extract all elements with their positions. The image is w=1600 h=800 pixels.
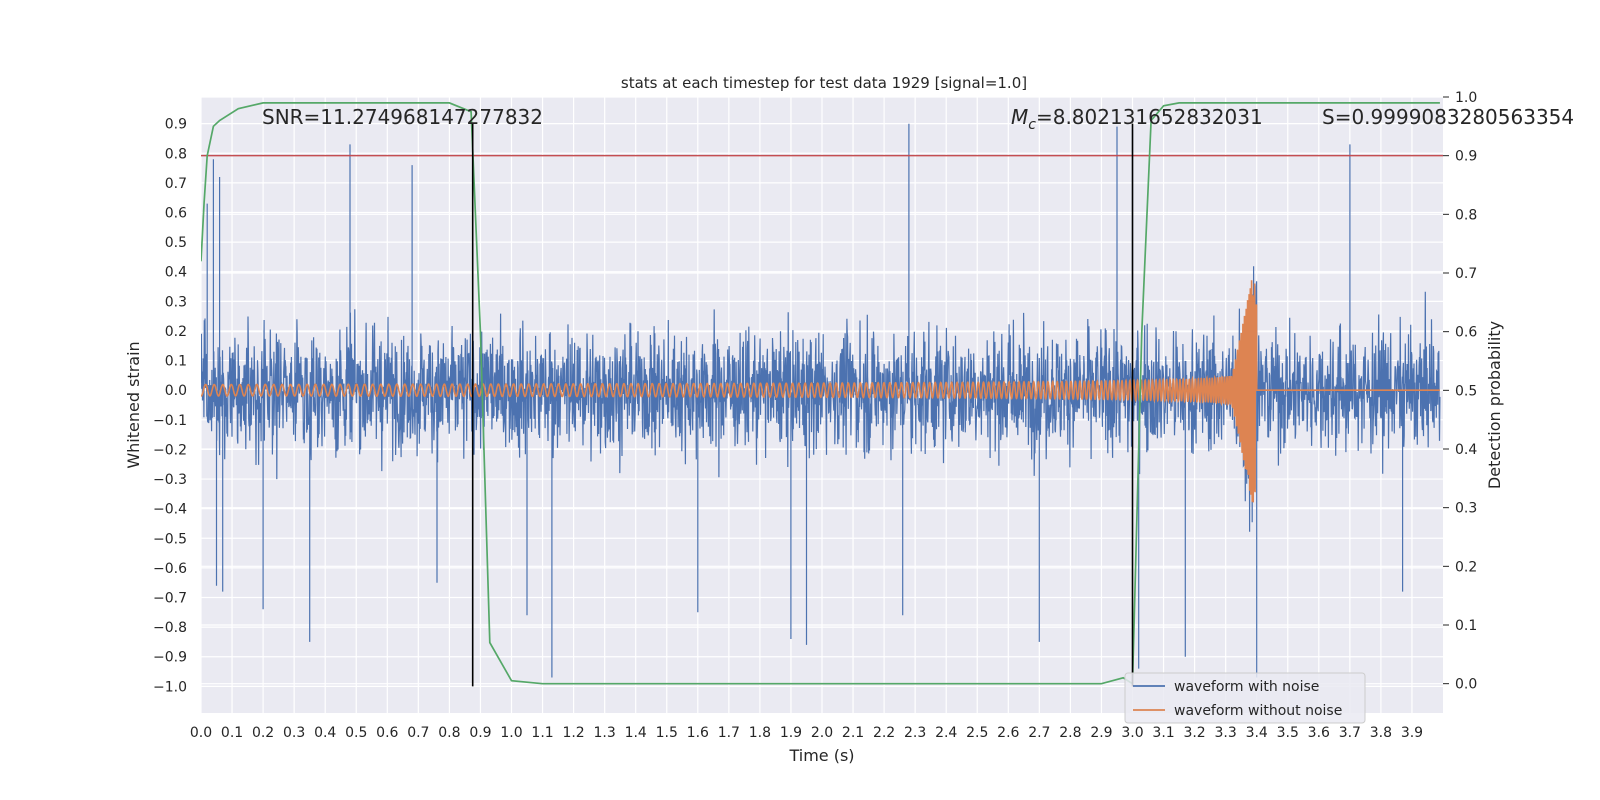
x-tick-label: 1.6 — [687, 725, 709, 741]
x-tick-label: 3.0 — [1121, 725, 1143, 741]
x-tick-label: 2.6 — [997, 725, 1019, 741]
y-tick-label: −0.1 — [153, 413, 187, 429]
x-tick-label: 3.6 — [1308, 725, 1330, 741]
y-tick-label: −0.8 — [153, 620, 187, 636]
y-tick-labels-left: 0.9 0.8 0.7 0.6 0.5 0.4 0.3 0.2 0.1 0.0 −0.1 −0.2 −0… — [153, 117, 187, 696]
chart-title: stats at each timestep for test data 192… — [621, 74, 1027, 92]
x-tick-label: 1.9 — [780, 725, 802, 741]
x-tick-label: 3.5 — [1277, 725, 1299, 741]
series-waveform-without-noise — [201, 280, 1440, 503]
y-tick-label: 0.8 — [165, 146, 187, 162]
x-tick-label: 1.1 — [531, 725, 553, 741]
x-tick-label: 2.5 — [966, 725, 988, 741]
x-tick-label: 1.8 — [749, 725, 771, 741]
y-tick-label-right: 1.0 — [1455, 90, 1477, 106]
x-tick-label: 0.4 — [314, 725, 336, 741]
x-tick-label: 0.0 — [190, 725, 212, 741]
y-tick-label: −0.7 — [153, 591, 187, 607]
chirp-mass-annotation: Mc=8.802131652832031 — [1011, 105, 1263, 133]
x-tick-label: 0.3 — [283, 725, 305, 741]
chirp-mass-subscript: c — [1028, 117, 1036, 133]
legend-box — [1124, 672, 1366, 724]
x-tick-label: 3.3 — [1215, 725, 1237, 741]
x-tick-label: 1.3 — [594, 725, 616, 741]
y-tick-label: 0.3 — [165, 294, 187, 310]
y-grid-left — [201, 123, 1443, 687]
x-tick-label: 2.0 — [811, 725, 833, 741]
y-tick-label-right: 0.7 — [1455, 266, 1477, 282]
vertical-markers — [471, 123, 1134, 687]
x-tick-label: 1.5 — [656, 725, 678, 741]
x-tick-labels: 0.0 0.1 0.2 0.3 0.4 0.5 0.6 0.7 0.8 0.9 1.0 1.1 1.2 1… — [190, 725, 1423, 741]
y-tick-label: 0.6 — [165, 206, 187, 222]
x-tick-label: 3.1 — [1152, 725, 1174, 741]
x-tick-label: 1.7 — [718, 725, 740, 741]
x-tick-label: 0.6 — [376, 725, 398, 741]
y-tick-label: −0.9 — [153, 650, 187, 666]
y-tick-label-right: 0.4 — [1455, 442, 1477, 458]
x-tick-label: 2.7 — [1028, 725, 1050, 741]
y-tick-label: −0.3 — [153, 472, 187, 488]
y-tick-label: 0.1 — [165, 354, 187, 370]
legend-label-noise: waveform with noise — [1174, 679, 1319, 695]
x-tick-label: 1.4 — [625, 725, 647, 741]
y-tick-label: 0.0 — [165, 383, 187, 399]
x-tick-label: 2.1 — [842, 725, 864, 741]
chirp-mass-symbol: M — [1011, 105, 1028, 129]
x-tick-label: 0.5 — [345, 725, 367, 741]
x-axis-label: Time (s) — [788, 746, 854, 765]
x-tick-label: 3.4 — [1246, 725, 1268, 741]
y-tick-label: −1.0 — [153, 679, 187, 695]
x-tick-label: 3.9 — [1401, 725, 1423, 741]
y-tick-labels-right: 1.0 0.9 0.8 0.7 0.6 0.5 0.4 0.3 0.2 0.1 0.0 — [1455, 90, 1477, 693]
x-tick-label: 3.2 — [1183, 725, 1205, 741]
x-tick-label: 2.9 — [1090, 725, 1112, 741]
y-tick-label: −0.2 — [153, 442, 187, 458]
x-tick-label: 0.9 — [469, 725, 491, 741]
x-tick-label: 0.1 — [221, 725, 243, 741]
y-tick-label: −0.4 — [153, 502, 187, 518]
x-tick-label: 2.4 — [935, 725, 957, 741]
chirp-mass-value: =8.802131652832031 — [1036, 105, 1263, 129]
y-tick-label: 0.2 — [165, 324, 187, 340]
y-tick-label-right: 0.3 — [1455, 501, 1477, 517]
legend-label-clean: waveform without noise — [1174, 703, 1342, 719]
x-tick-label: 3.8 — [1370, 725, 1392, 741]
x-tick-label: 1.2 — [562, 725, 584, 741]
y-tick-label: 0.9 — [165, 117, 187, 133]
y-tick-label: 0.5 — [165, 235, 187, 251]
x-tick-label: 0.7 — [407, 725, 429, 741]
y-tick-label-right: 0.1 — [1455, 618, 1477, 634]
y-tick-label: −0.5 — [153, 531, 187, 547]
y-tick-label-right: 0.0 — [1455, 677, 1477, 693]
y-tick-label-right: 0.9 — [1455, 149, 1477, 165]
y-tick-label-right: 0.5 — [1455, 383, 1477, 399]
x-tick-label: 2.8 — [1059, 725, 1081, 741]
x-tick-label: 1.0 — [500, 725, 522, 741]
y-tick-label-right: 0.8 — [1455, 207, 1477, 223]
snr-annotation: SNR=11.274968147277832 — [262, 105, 543, 129]
x-tick-label: 2.3 — [904, 725, 926, 741]
x-tick-label: 2.2 — [873, 725, 895, 741]
y-tick-label: −0.6 — [153, 561, 187, 577]
y-tick-label-right: 0.6 — [1455, 325, 1477, 341]
score-annotation: S=0.9999083280563354 — [1322, 105, 1574, 129]
x-tick-label: 0.8 — [438, 725, 460, 741]
series-detection-probability — [201, 102, 1440, 686]
y-tick-label: 0.4 — [165, 265, 187, 281]
y-tick-label-right: 0.2 — [1455, 559, 1477, 575]
x-tick-label: 0.2 — [252, 725, 274, 741]
x-tick-label: 3.7 — [1339, 725, 1361, 741]
y-tick-label: 0.7 — [165, 176, 187, 192]
y-axis-label-right: Detection probability — [1485, 321, 1504, 489]
legend: waveform with noise waveform without noi… — [1124, 672, 1366, 724]
y-axis-label-left: Whitened strain — [124, 341, 143, 468]
